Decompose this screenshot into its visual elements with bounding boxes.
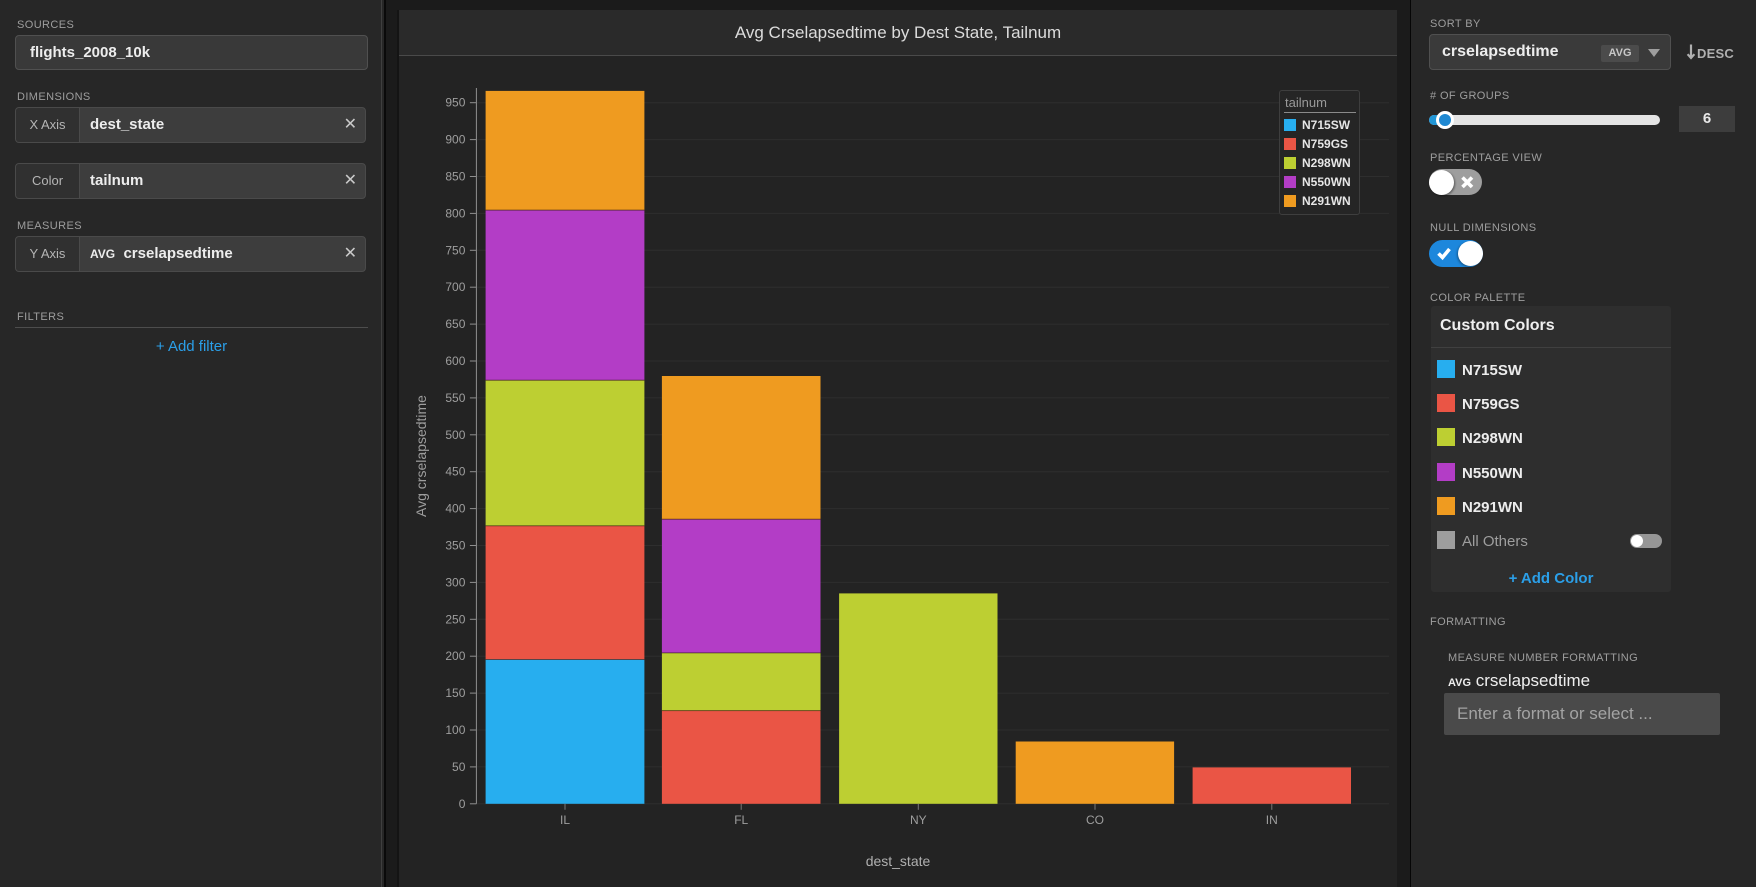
svg-text:CO: CO [1086,813,1104,827]
svg-text:150: 150 [445,686,465,700]
svg-text:900: 900 [445,133,465,147]
svg-text:400: 400 [445,502,465,516]
svg-text:750: 750 [445,243,465,257]
svg-text:FL: FL [734,813,748,827]
svg-text:0: 0 [459,797,466,811]
svg-text:IL: IL [560,813,570,827]
svg-text:850: 850 [445,170,465,184]
svg-text:500: 500 [445,428,465,442]
svg-text:200: 200 [445,649,465,663]
svg-text:800: 800 [445,206,465,220]
svg-text:NY: NY [910,813,927,827]
svg-text:100: 100 [445,723,465,737]
svg-text:IN: IN [1266,813,1278,827]
svg-text:350: 350 [445,539,465,553]
svg-text:450: 450 [445,465,465,479]
svg-text:50: 50 [452,760,466,774]
svg-text:Avg crselapsedtime: Avg crselapsedtime [413,395,429,517]
svg-text:250: 250 [445,612,465,626]
svg-text:600: 600 [445,354,465,368]
svg-text:300: 300 [445,575,465,589]
svg-text:700: 700 [445,280,465,294]
svg-text:650: 650 [445,317,465,331]
svg-text:dest_state: dest_state [866,853,931,869]
svg-text:950: 950 [445,96,465,110]
svg-text:550: 550 [445,391,465,405]
